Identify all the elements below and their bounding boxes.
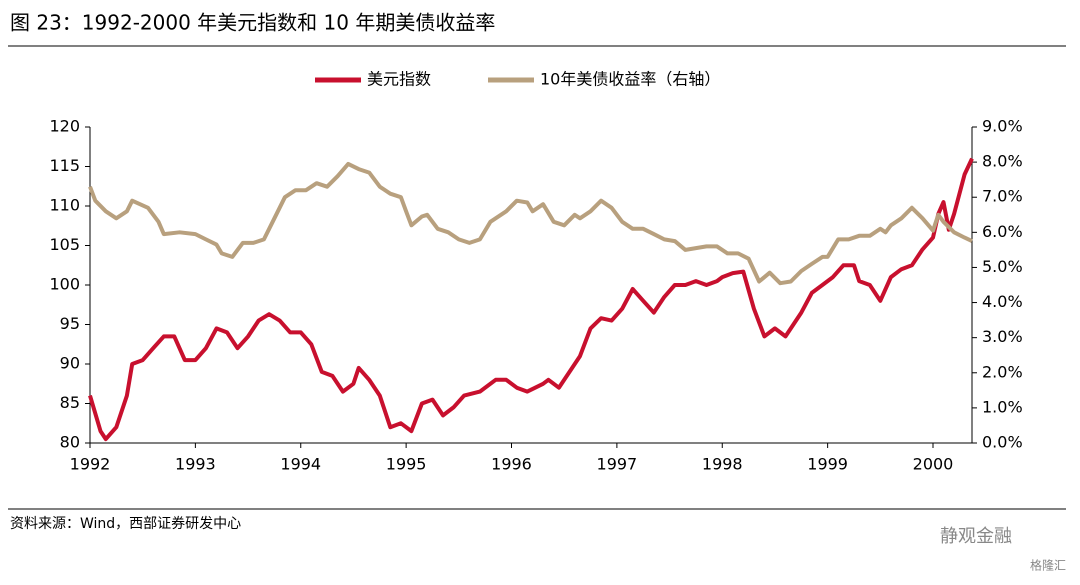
y-tick-label: 90 bbox=[60, 354, 80, 373]
y2-tick-label: 3.0% bbox=[982, 327, 1023, 346]
source-note: 资料来源：Wind，西部证券研发中心 bbox=[10, 516, 241, 532]
y2-tick-label: 7.0% bbox=[982, 187, 1023, 206]
watermark: 静观金融 bbox=[940, 526, 1012, 547]
y-tick-label: 120 bbox=[49, 117, 80, 136]
x-tick-label: 2000 bbox=[913, 455, 954, 474]
x-tick-label: 1994 bbox=[280, 455, 321, 474]
y2-tick-label: 4.0% bbox=[982, 292, 1023, 311]
watermark: 格隆汇 bbox=[1030, 558, 1066, 573]
y2-tick-label: 2.0% bbox=[982, 362, 1023, 381]
y2-tick-label: 0.0% bbox=[982, 433, 1023, 452]
y2-tick-label: 5.0% bbox=[982, 257, 1023, 276]
y-tick-label: 85 bbox=[60, 393, 80, 412]
y-tick-label: 95 bbox=[60, 314, 80, 333]
x-tick-label: 1992 bbox=[70, 455, 111, 474]
chart-title: 图 23：1992-2000 年美元指数和 10 年期美债收益率 bbox=[10, 11, 495, 35]
x-tick-label: 1999 bbox=[807, 455, 848, 474]
y-tick-label: 110 bbox=[49, 196, 80, 215]
x-tick-label: 1995 bbox=[386, 455, 427, 474]
legend-label: 10年美债收益率（右轴） bbox=[540, 70, 720, 89]
y-tick-label: 100 bbox=[49, 275, 80, 294]
legend-label: 美元指数 bbox=[367, 70, 431, 89]
x-tick-label: 1996 bbox=[491, 455, 532, 474]
y-tick-label: 105 bbox=[49, 235, 80, 254]
series-line bbox=[88, 161, 973, 286]
series-line bbox=[88, 157, 974, 442]
x-tick-label: 1997 bbox=[597, 455, 638, 474]
x-tick-label: 1993 bbox=[175, 455, 216, 474]
y2-tick-label: 6.0% bbox=[982, 222, 1023, 241]
y2-tick-label: 1.0% bbox=[982, 397, 1023, 416]
y2-tick-label: 9.0% bbox=[982, 117, 1023, 136]
y2-tick-label: 8.0% bbox=[982, 152, 1023, 171]
y-tick-label: 80 bbox=[60, 433, 80, 452]
y-tick-label: 115 bbox=[49, 156, 80, 175]
x-tick-label: 1998 bbox=[702, 455, 743, 474]
